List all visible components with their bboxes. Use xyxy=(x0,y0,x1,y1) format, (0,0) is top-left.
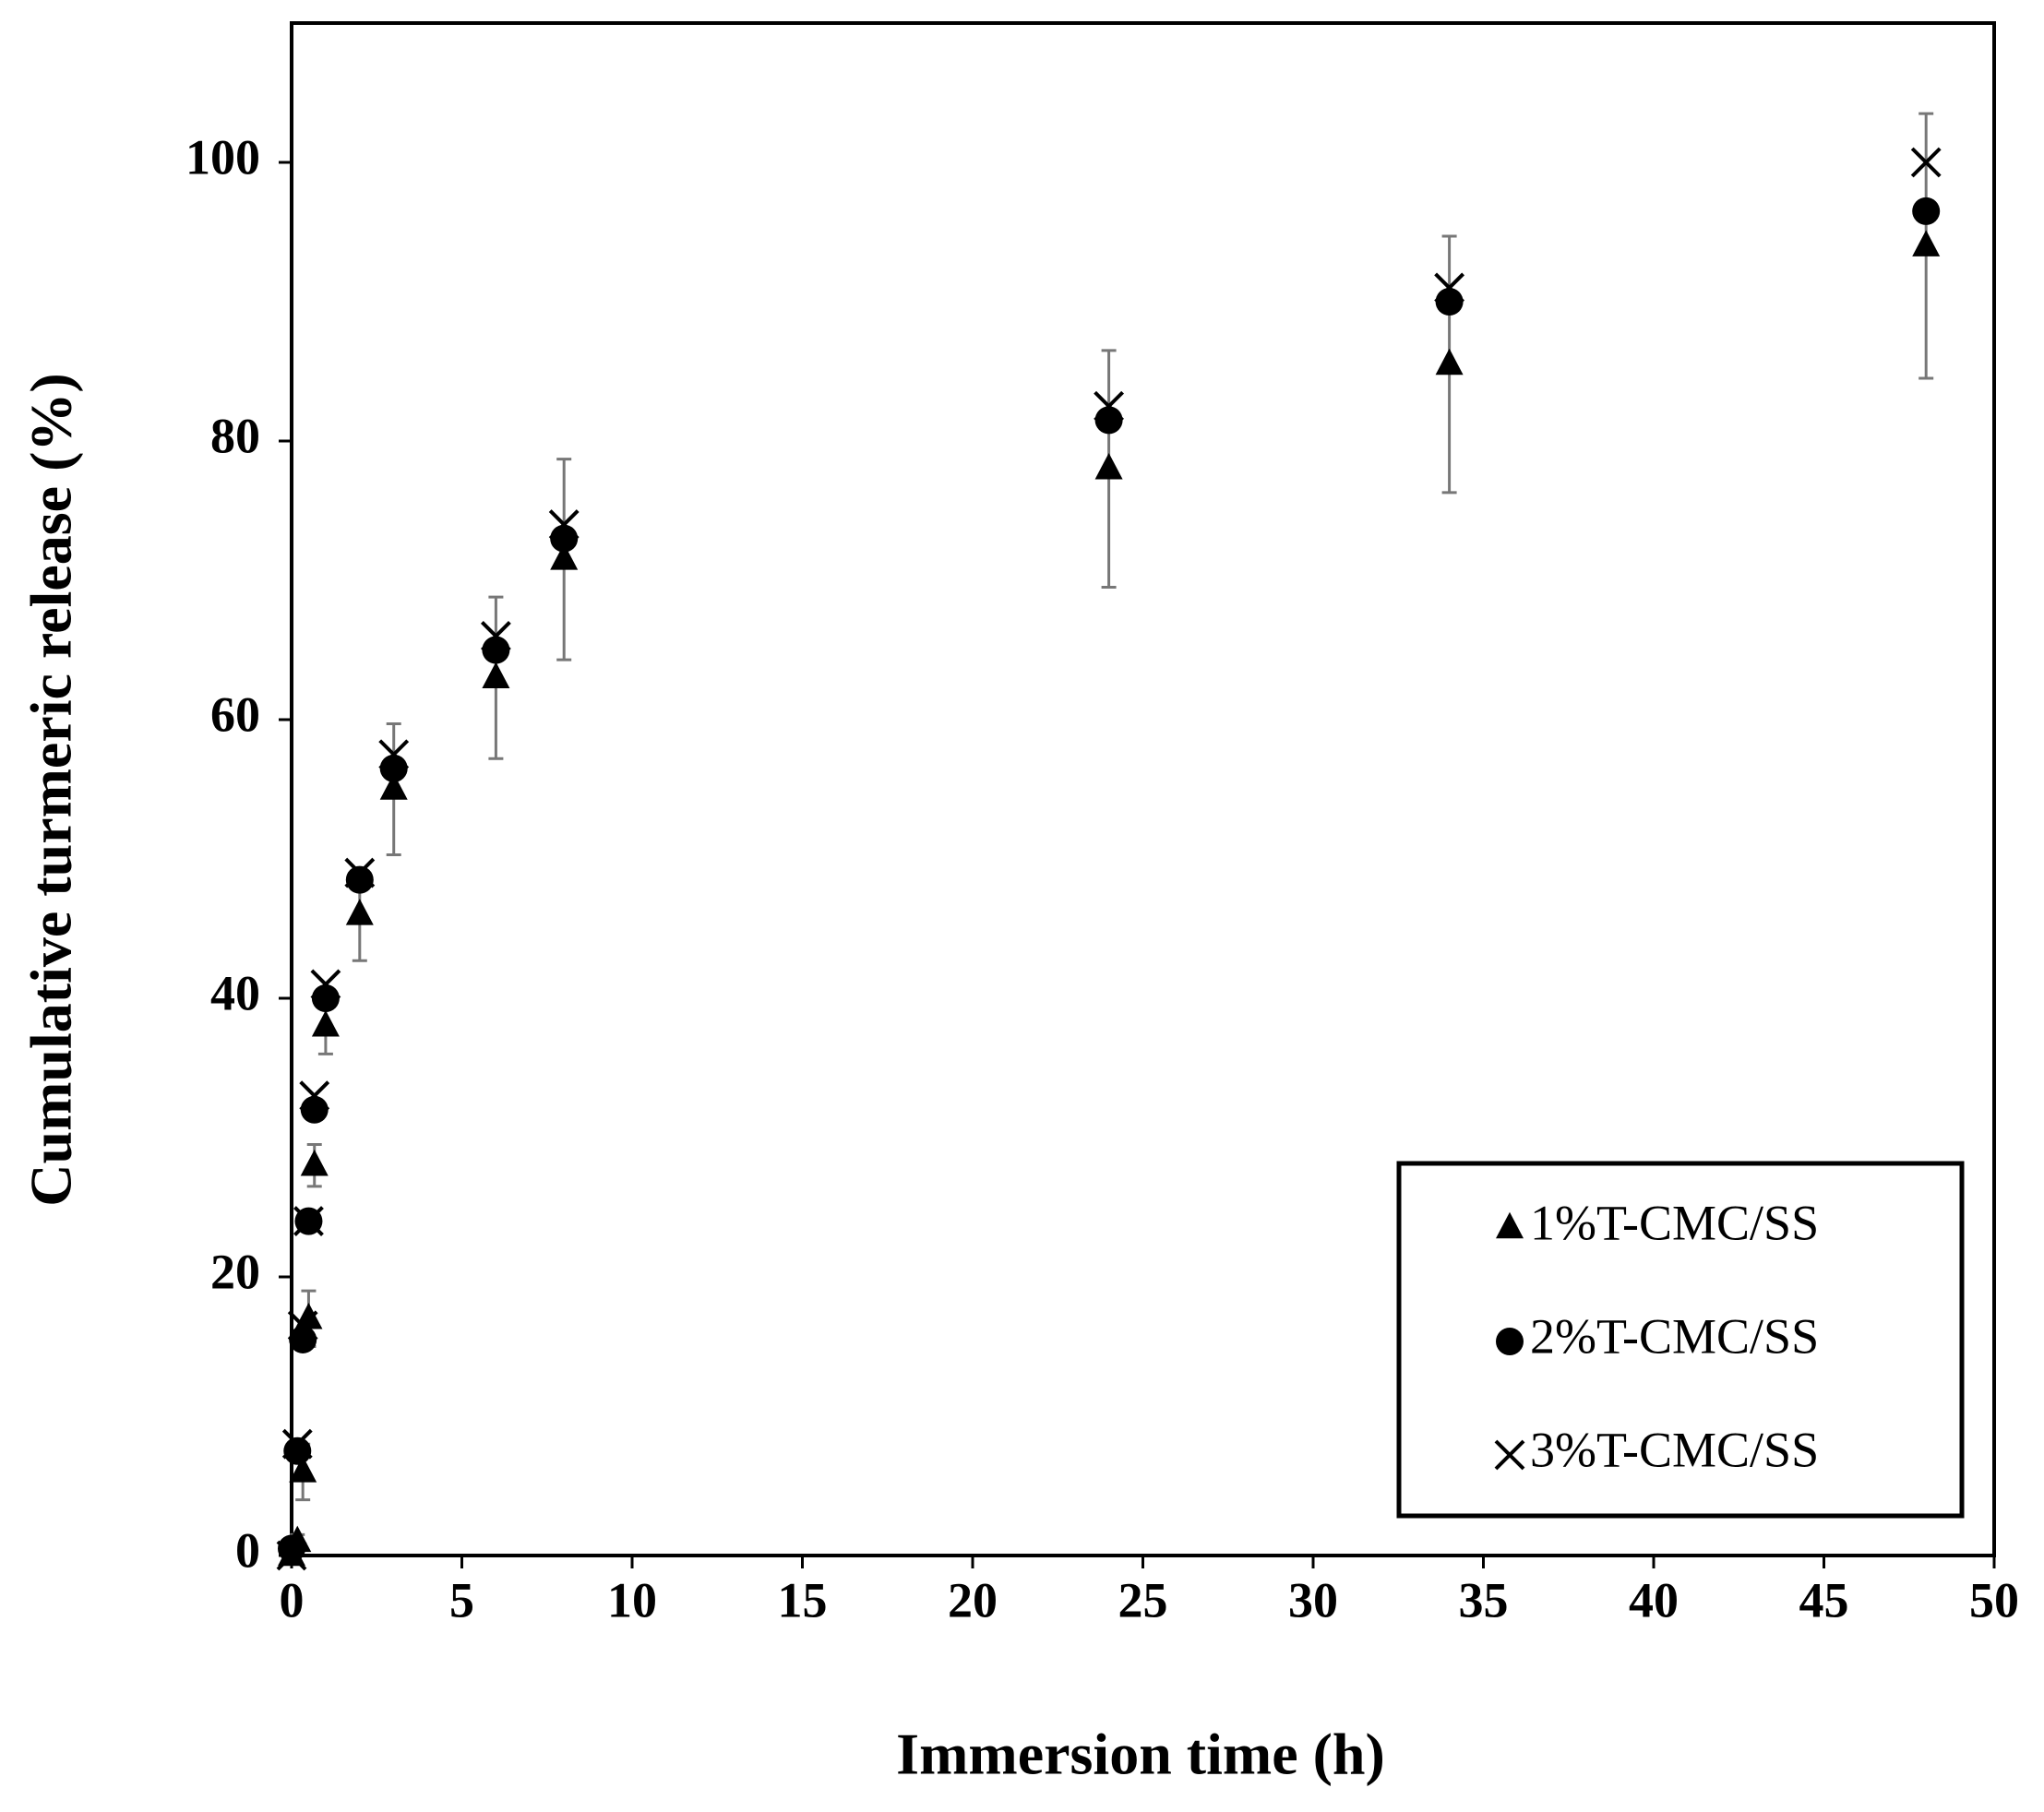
x-tick-label: 30 xyxy=(1288,1572,1338,1627)
marker-circle xyxy=(300,1095,329,1124)
marker-circle xyxy=(379,754,408,782)
marker-x xyxy=(287,1310,318,1341)
marker-triangle xyxy=(1435,348,1464,376)
marker-x xyxy=(344,857,376,888)
legend-label: 2%T-CMC/SS xyxy=(1530,1308,1819,1364)
marker-circle xyxy=(289,1325,317,1353)
x-tick-label: 15 xyxy=(778,1572,828,1627)
marker-triangle xyxy=(300,1149,329,1176)
marker-circle xyxy=(1496,1328,1524,1355)
y-tick-label: 100 xyxy=(185,129,260,185)
marker-x xyxy=(378,739,410,770)
y-tick-label: 20 xyxy=(210,1244,260,1299)
marker-circle xyxy=(482,636,510,664)
marker-x xyxy=(293,1206,324,1237)
marker-x xyxy=(299,1080,330,1112)
legend-box xyxy=(1396,1161,1965,1519)
marker-x xyxy=(310,969,341,1000)
marker-triangle xyxy=(289,1456,317,1483)
marker-circle xyxy=(283,1436,312,1465)
x-tick-label: 5 xyxy=(449,1572,474,1627)
y-tick-label: 80 xyxy=(210,408,260,463)
marker-circle xyxy=(1435,288,1464,316)
marker-triangle xyxy=(482,662,510,688)
marker-x xyxy=(281,1428,313,1460)
x-tick-label: 40 xyxy=(1629,1572,1679,1627)
marker-x xyxy=(1910,147,1942,178)
y-tick-label: 40 xyxy=(210,965,260,1020)
x-tick-label: 0 xyxy=(280,1572,305,1627)
y-axis-label: Cumulative turmeric release (%) xyxy=(18,373,84,1206)
x-tick-label: 10 xyxy=(607,1572,657,1627)
marker-triangle xyxy=(294,1303,323,1329)
marker-triangle xyxy=(311,1009,340,1037)
x-tick-label: 35 xyxy=(1459,1572,1509,1627)
marker-triangle xyxy=(379,773,408,800)
legend-label: 1%T-CMC/SS xyxy=(1530,1195,1819,1250)
marker-triangle xyxy=(1496,1211,1524,1239)
marker-circle xyxy=(1912,197,1941,225)
x-axis-label: Immersion time (h) xyxy=(896,1722,1385,1787)
marker-triangle xyxy=(345,899,374,925)
marker-circle xyxy=(311,984,340,1012)
marker-x xyxy=(1494,1439,1525,1471)
y-tick-label: 0 xyxy=(235,1522,260,1578)
x-tick-label: 25 xyxy=(1118,1572,1168,1627)
marker-x xyxy=(480,620,511,651)
marker-circle xyxy=(278,1534,305,1563)
legend-label: 3%T-CMC/SS xyxy=(1530,1422,1819,1477)
marker-circle xyxy=(345,865,374,894)
x-tick-label: 20 xyxy=(948,1572,998,1627)
marker-x xyxy=(1434,272,1465,304)
x-tick-label: 45 xyxy=(1799,1572,1849,1627)
marker-x xyxy=(276,1540,307,1571)
marker-x xyxy=(548,509,580,541)
x-tick-label: 50 xyxy=(1969,1572,2019,1627)
marker-triangle xyxy=(1094,452,1123,480)
marker-circle xyxy=(1094,406,1123,435)
y-tick-label: 60 xyxy=(210,686,260,742)
marker-triangle xyxy=(550,543,579,570)
marker-circle xyxy=(550,524,579,553)
marker-x xyxy=(1094,390,1125,422)
marker-triangle xyxy=(1912,230,1941,256)
